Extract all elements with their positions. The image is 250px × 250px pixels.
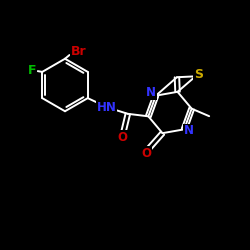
Text: S: S — [194, 68, 203, 81]
Text: N: N — [146, 86, 156, 99]
Text: N: N — [184, 124, 194, 137]
Text: O: O — [117, 130, 127, 143]
Text: Br: Br — [71, 45, 86, 58]
Text: F: F — [28, 64, 36, 77]
Text: O: O — [142, 147, 152, 160]
Text: HN: HN — [97, 100, 116, 114]
